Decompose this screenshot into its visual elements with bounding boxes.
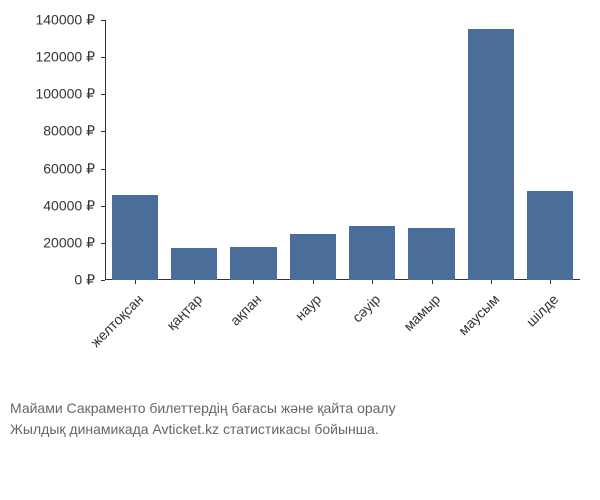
caption-line-1: Майами Сакраменто билеттердің бағасы жән…: [10, 398, 396, 419]
x-tick-mark: [313, 280, 314, 284]
y-tick-label: 0 ₽: [74, 272, 95, 289]
bar: [527, 191, 573, 280]
y-tick-mark: [101, 206, 105, 207]
y-tick-mark: [101, 20, 105, 21]
y-tick-mark: [101, 131, 105, 132]
y-tick-label: 60000 ₽: [43, 160, 95, 177]
bar: [171, 248, 217, 280]
x-tick-mark: [432, 280, 433, 284]
y-axis-line: [105, 20, 106, 280]
y-tick-mark: [101, 57, 105, 58]
bar: [468, 29, 514, 280]
chart-container: 0 ₽ 20000 ₽ 40000 ₽ 60000 ₽ 80000 ₽ 100000 ₽ 1…: [10, 10, 590, 350]
y-tick-label: 20000 ₽: [43, 234, 95, 251]
x-tick-mark: [135, 280, 136, 284]
chart-caption: Майами Сакраменто билеттердің бағасы жән…: [10, 398, 396, 440]
bar: [290, 234, 336, 280]
y-tick-label: 120000 ₽: [35, 49, 95, 66]
y-tick-label: 40000 ₽: [43, 197, 95, 214]
y-tick-mark: [101, 169, 105, 170]
x-tick-mark: [372, 280, 373, 284]
y-tick-mark: [101, 243, 105, 244]
y-tick-label: 140000 ₽: [35, 12, 95, 29]
caption-line-2: Жылдық динамикада Avticket.kz статистика…: [10, 419, 396, 440]
x-tick-mark: [491, 280, 492, 284]
plot-area: [105, 20, 580, 280]
bar: [230, 247, 276, 280]
y-tick-mark: [101, 280, 105, 281]
x-tick-mark: [550, 280, 551, 284]
bar: [408, 228, 454, 280]
x-tick-mark: [194, 280, 195, 284]
y-tick-mark: [101, 94, 105, 95]
y-axis: 0 ₽20000 ₽40000 ₽60000 ₽80000 ₽100000 ₽1…: [10, 20, 100, 280]
y-tick-label: 100000 ₽: [35, 86, 95, 103]
x-axis: желтоқсанқаңтарақпаннаурсәуірмамырмаусым…: [105, 285, 580, 365]
y-tick-label: 80000 ₽: [43, 123, 95, 140]
bar: [112, 195, 158, 280]
x-tick-mark: [253, 280, 254, 284]
bar: [349, 226, 395, 280]
